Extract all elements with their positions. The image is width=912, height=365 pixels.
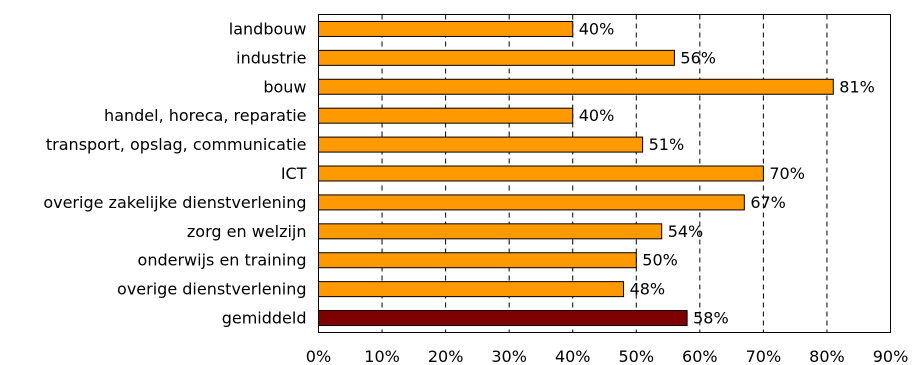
bar xyxy=(318,107,574,124)
x-tick-label: 70% xyxy=(746,347,782,365)
value-label: 70% xyxy=(769,164,805,183)
grid-lines xyxy=(381,14,828,333)
category-label: onderwijs en training xyxy=(138,251,307,270)
plot-frame xyxy=(318,14,891,333)
category-label: overige dienstverlening xyxy=(117,280,306,299)
bar xyxy=(318,136,644,153)
category-label: overige zakelijke dienstverlening xyxy=(43,193,306,212)
bar xyxy=(318,20,574,37)
x-tick-label: 50% xyxy=(618,347,654,365)
x-tick-label: 90% xyxy=(873,347,909,365)
value-label: 48% xyxy=(630,280,666,299)
bar xyxy=(318,49,675,66)
bar xyxy=(318,281,625,298)
x-tick-label: 40% xyxy=(555,347,591,365)
x-tick-label: 30% xyxy=(491,347,527,365)
bar xyxy=(318,78,834,95)
value-label: 58% xyxy=(693,309,729,328)
bars xyxy=(318,20,834,327)
category-label: gemiddeld xyxy=(222,309,307,328)
value-label: 56% xyxy=(680,48,716,67)
value-label: 67% xyxy=(750,193,786,212)
x-tick-label: 0% xyxy=(306,347,331,365)
category-label: handel, horeca, reparatie xyxy=(104,106,306,125)
bar xyxy=(318,252,637,269)
bar xyxy=(318,310,688,327)
value-label: 51% xyxy=(649,135,685,154)
bar xyxy=(318,165,764,182)
x-tick-label: 10% xyxy=(364,347,400,365)
x-tick-label: 80% xyxy=(809,347,845,365)
bar xyxy=(318,223,663,240)
category-label: zorg en welzijn xyxy=(187,222,307,241)
bar xyxy=(318,194,745,211)
value-label: 81% xyxy=(839,77,875,96)
labels: 0% 10% 20% 30% 40% 50% 60% 70% 80% 90% landbouw 40%… xyxy=(43,19,908,365)
x-tick-label: 20% xyxy=(428,347,464,365)
value-label: 50% xyxy=(642,251,678,270)
x-tick-label: 60% xyxy=(682,347,718,365)
category-label: ICT xyxy=(281,164,307,183)
value-label: 40% xyxy=(579,19,615,38)
value-label: 54% xyxy=(668,222,704,241)
category-label: industrie xyxy=(236,48,306,67)
category-label: transport, opslag, communicatie xyxy=(46,135,307,154)
value-label: 40% xyxy=(579,106,615,125)
category-label: bouw xyxy=(263,77,306,96)
category-label: landbouw xyxy=(229,19,307,38)
